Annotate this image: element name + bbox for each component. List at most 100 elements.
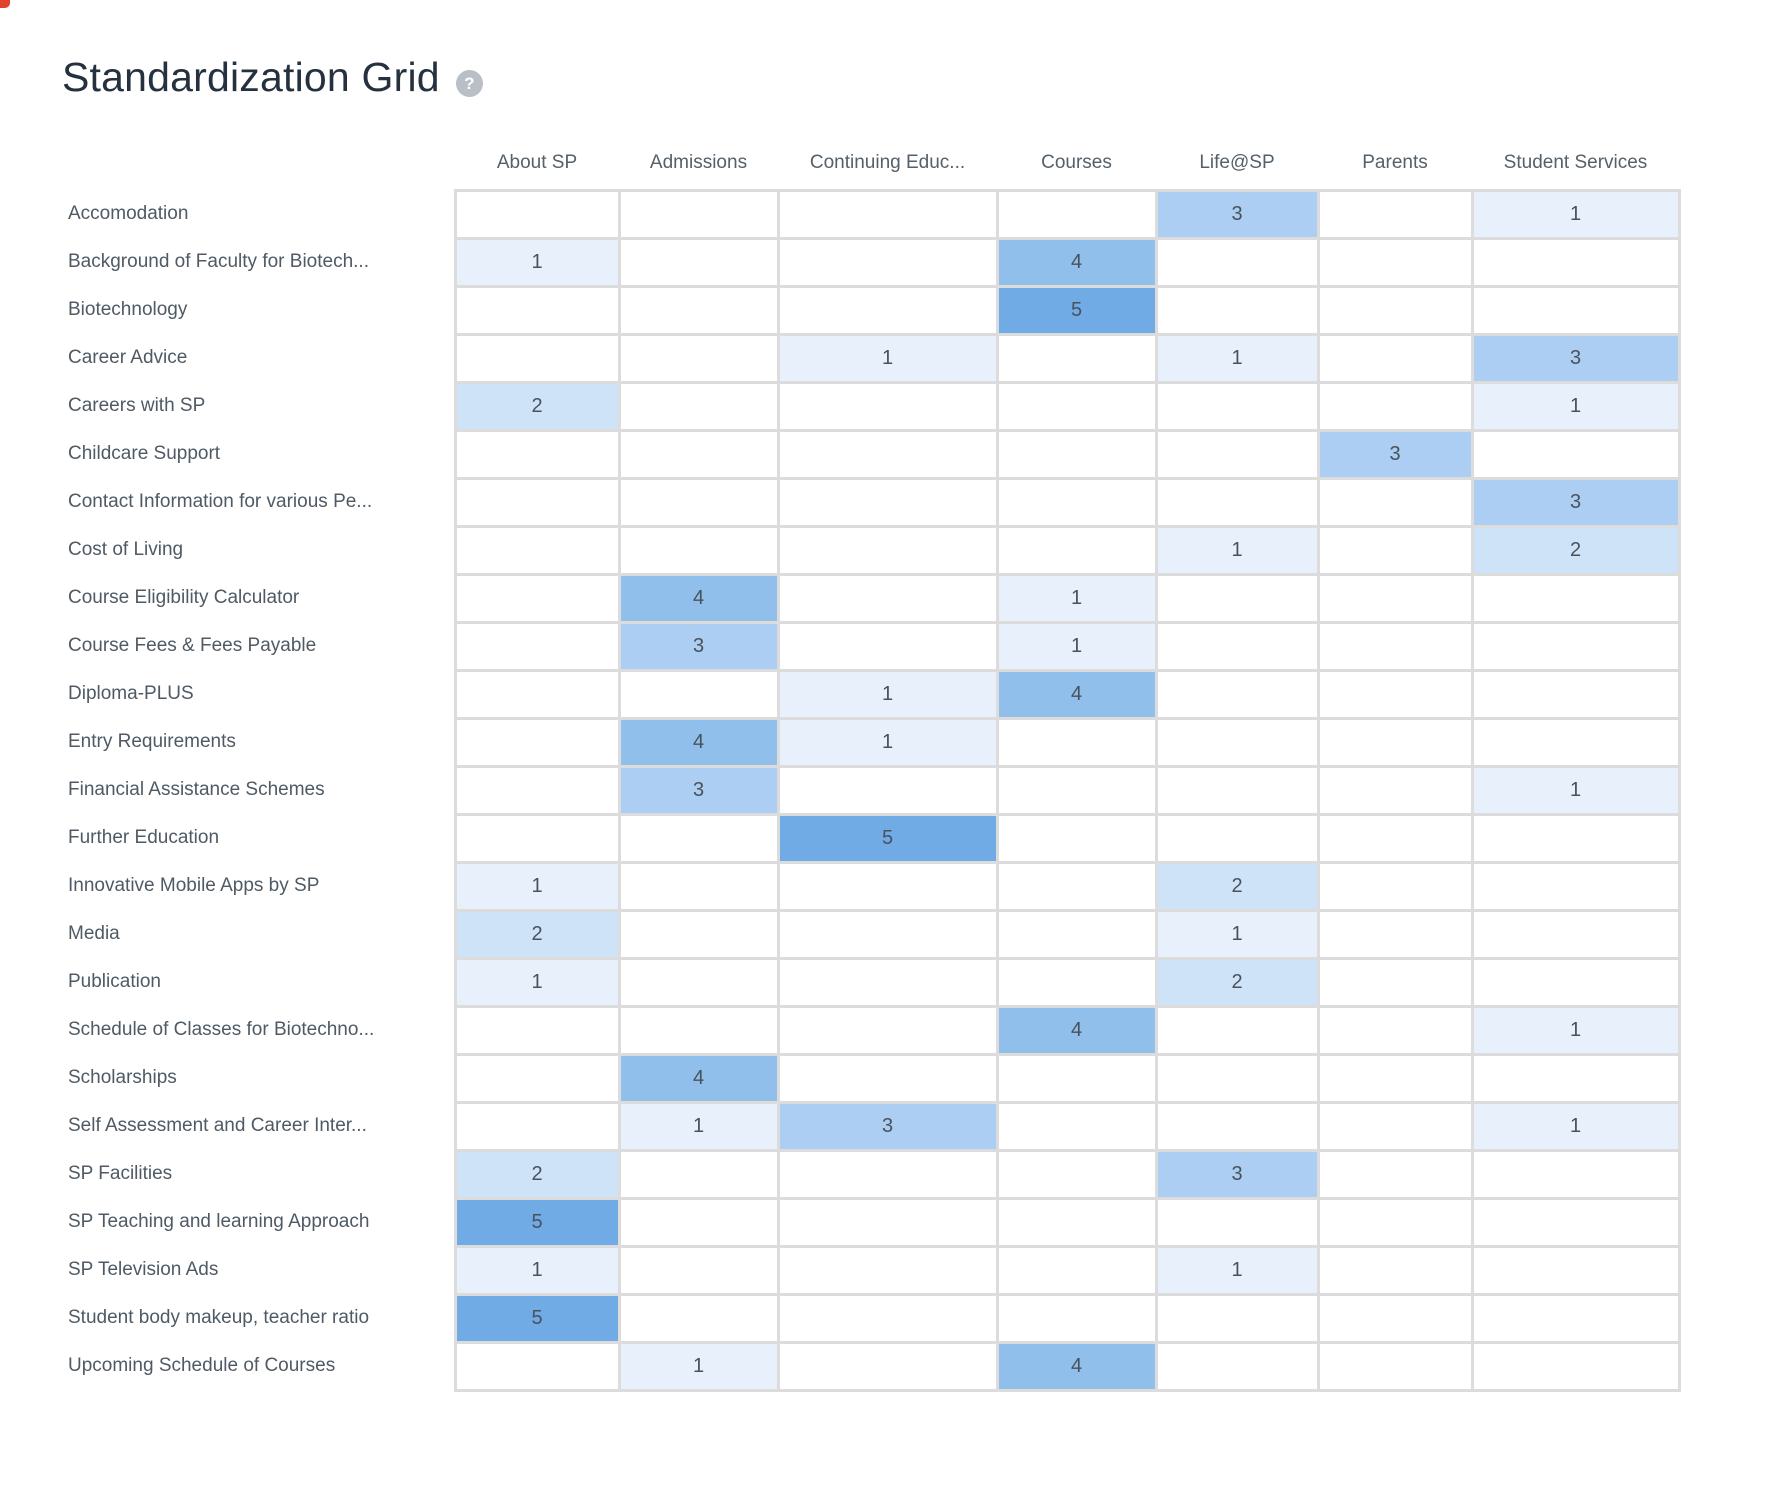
grid-cell[interactable] — [1470, 668, 1681, 720]
grid-cell[interactable]: 4 — [617, 716, 780, 768]
grid-cell[interactable]: 1 — [995, 620, 1158, 672]
grid-cell[interactable]: 1 — [1154, 1244, 1320, 1296]
grid-cell[interactable] — [995, 716, 1158, 768]
grid-cell[interactable] — [1316, 1340, 1474, 1392]
grid-cell[interactable] — [1316, 332, 1474, 384]
grid-cell[interactable] — [776, 860, 999, 912]
grid-cell[interactable]: 1 — [453, 860, 621, 912]
grid-cell[interactable] — [1316, 1292, 1474, 1344]
grid-cell[interactable] — [617, 812, 780, 864]
grid-cell[interactable] — [995, 524, 1158, 576]
grid-cell[interactable] — [1154, 812, 1320, 864]
grid-cell[interactable] — [776, 188, 999, 240]
grid-cell[interactable]: 3 — [1470, 476, 1681, 528]
grid-cell[interactable] — [776, 236, 999, 288]
grid-cell[interactable] — [1470, 716, 1681, 768]
grid-cell[interactable] — [995, 188, 1158, 240]
grid-cell[interactable] — [1316, 524, 1474, 576]
grid-cell[interactable]: 3 — [617, 764, 780, 816]
grid-cell[interactable]: 5 — [995, 284, 1158, 336]
grid-cell[interactable]: 2 — [1154, 956, 1320, 1008]
grid-cell[interactable] — [1154, 476, 1320, 528]
grid-cell[interactable]: 1 — [1470, 764, 1681, 816]
grid-cell[interactable]: 3 — [617, 620, 780, 672]
grid-cell[interactable]: 1 — [1470, 1004, 1681, 1056]
grid-cell[interactable] — [617, 188, 780, 240]
grid-cell[interactable] — [1316, 860, 1474, 912]
grid-cell[interactable] — [1470, 1340, 1681, 1392]
grid-cell[interactable] — [995, 860, 1158, 912]
grid-cell[interactable] — [1154, 1340, 1320, 1392]
grid-cell[interactable] — [1154, 284, 1320, 336]
grid-cell[interactable]: 3 — [776, 1100, 999, 1152]
grid-cell[interactable]: 1 — [995, 572, 1158, 624]
grid-cell[interactable] — [453, 1100, 621, 1152]
grid-cell[interactable] — [617, 1292, 780, 1344]
grid-cell[interactable] — [1154, 620, 1320, 672]
grid-cell[interactable] — [776, 428, 999, 480]
grid-cell[interactable] — [995, 764, 1158, 816]
grid-cell[interactable] — [617, 284, 780, 336]
grid-cell[interactable] — [453, 332, 621, 384]
grid-cell[interactable] — [617, 428, 780, 480]
grid-cell[interactable] — [776, 1292, 999, 1344]
grid-cell[interactable]: 1 — [1470, 188, 1681, 240]
grid-cell[interactable] — [1470, 1196, 1681, 1248]
grid-cell[interactable] — [776, 1340, 999, 1392]
grid-cell[interactable] — [1470, 428, 1681, 480]
grid-cell[interactable] — [1154, 428, 1320, 480]
grid-cell[interactable] — [1154, 1052, 1320, 1104]
grid-cell[interactable] — [776, 620, 999, 672]
grid-cell[interactable]: 3 — [1470, 332, 1681, 384]
grid-cell[interactable]: 4 — [617, 572, 780, 624]
grid-cell[interactable]: 1 — [453, 1244, 621, 1296]
grid-cell[interactable]: 5 — [776, 812, 999, 864]
grid-cell[interactable] — [776, 476, 999, 528]
grid-cell[interactable]: 1 — [453, 956, 621, 1008]
grid-cell[interactable]: 1 — [776, 332, 999, 384]
grid-cell[interactable] — [453, 572, 621, 624]
grid-cell[interactable] — [617, 524, 780, 576]
grid-cell[interactable] — [1470, 908, 1681, 960]
grid-cell[interactable]: 1 — [1154, 524, 1320, 576]
grid-cell[interactable] — [617, 380, 780, 432]
grid-cell[interactable] — [1316, 668, 1474, 720]
grid-cell[interactable]: 4 — [995, 1004, 1158, 1056]
grid-cell[interactable] — [995, 332, 1158, 384]
grid-cell[interactable] — [776, 956, 999, 1008]
grid-cell[interactable] — [995, 380, 1158, 432]
grid-cell[interactable] — [776, 764, 999, 816]
grid-cell[interactable] — [1470, 284, 1681, 336]
grid-cell[interactable] — [1154, 764, 1320, 816]
grid-cell[interactable] — [1154, 1196, 1320, 1248]
grid-cell[interactable] — [1470, 572, 1681, 624]
grid-cell[interactable] — [1470, 812, 1681, 864]
grid-cell[interactable] — [617, 860, 780, 912]
grid-cell[interactable]: 4 — [617, 1052, 780, 1104]
help-icon[interactable]: ? — [455, 69, 483, 97]
grid-cell[interactable]: 1 — [617, 1100, 780, 1152]
grid-cell[interactable] — [1316, 572, 1474, 624]
grid-cell[interactable]: 4 — [995, 668, 1158, 720]
grid-cell[interactable] — [1316, 380, 1474, 432]
grid-cell[interactable] — [453, 716, 621, 768]
grid-cell[interactable] — [453, 524, 621, 576]
grid-cell[interactable] — [1316, 620, 1474, 672]
grid-cell[interactable] — [995, 1148, 1158, 1200]
grid-cell[interactable] — [995, 476, 1158, 528]
grid-cell[interactable] — [1316, 1100, 1474, 1152]
grid-cell[interactable] — [1316, 476, 1474, 528]
grid-cell[interactable]: 1 — [1470, 1100, 1681, 1152]
grid-cell[interactable] — [617, 668, 780, 720]
grid-cell[interactable]: 1 — [1154, 332, 1320, 384]
grid-cell[interactable] — [776, 572, 999, 624]
grid-cell[interactable] — [1316, 1148, 1474, 1200]
grid-cell[interactable] — [1470, 236, 1681, 288]
grid-cell[interactable] — [453, 812, 621, 864]
grid-cell[interactable] — [776, 380, 999, 432]
grid-cell[interactable] — [776, 1244, 999, 1296]
grid-cell[interactable] — [617, 1148, 780, 1200]
grid-cell[interactable] — [617, 332, 780, 384]
grid-cell[interactable]: 1 — [1154, 908, 1320, 960]
grid-cell[interactable] — [453, 764, 621, 816]
